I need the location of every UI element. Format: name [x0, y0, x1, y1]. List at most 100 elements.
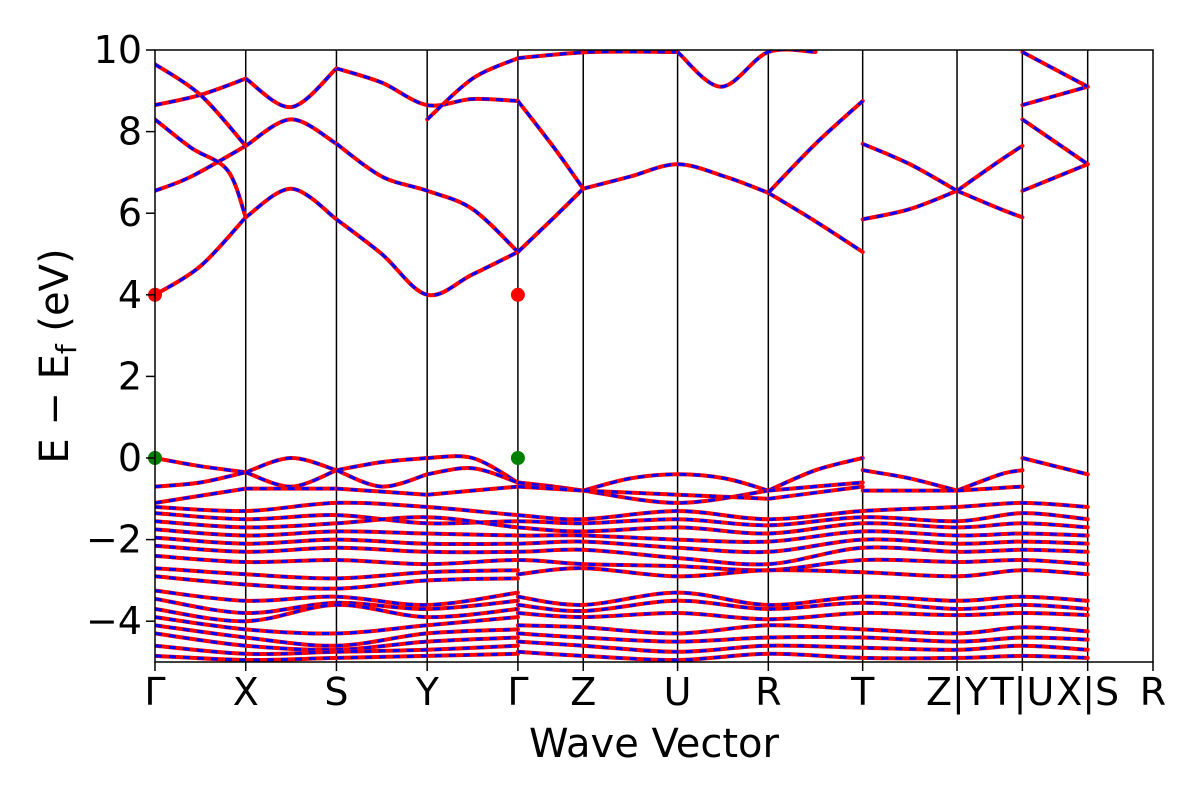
band-line-spin-down [155, 501, 1088, 521]
band-line-spin-down [155, 589, 519, 607]
band-line-spin-down [427, 454, 519, 484]
band-line-spin-up [581, 488, 771, 501]
y-tick-label: 10 [94, 28, 142, 72]
band-line-spin-down [155, 527, 1088, 544]
band-line-spin-down [336, 487, 428, 497]
band-line-spin-down [155, 511, 1088, 527]
band-line-spin-down [1021, 118, 1089, 166]
y-tick-label: 8 [118, 110, 142, 154]
x-tick-label: T [850, 670, 875, 714]
band-line-spin-down [767, 191, 864, 254]
band-line-spin-down [517, 631, 1088, 644]
band-line-spin-down [155, 566, 518, 580]
y-axis-title: E − Ef (eV) [32, 248, 83, 463]
band-line-spin-down [956, 189, 1023, 219]
band-edge-marker [510, 451, 525, 465]
band-line-spin-down [862, 189, 958, 221]
y-tick-label: 0 [118, 436, 142, 480]
band-line-spin-down [517, 650, 1088, 662]
band-line-spin-down [516, 100, 585, 190]
band-line-spin-down [244, 67, 338, 109]
y-tick-label: 2 [118, 354, 142, 398]
band-line-spin-down [336, 66, 518, 108]
band-line-spin-down [155, 515, 1088, 536]
x-tick-label: U [664, 670, 692, 714]
band-line-spin-down [155, 544, 1088, 566]
band-line-spin-down [862, 468, 958, 493]
band-line-spin-up [581, 488, 771, 505]
band-line-spin-down [767, 99, 864, 194]
band-line-spin-up [155, 62, 248, 148]
y-tick-label: −2 [86, 518, 142, 562]
band-edge-marker [510, 287, 525, 302]
band-line-spin-down [517, 640, 1088, 654]
x-tick-label: Γ [144, 670, 165, 714]
plot-frame [154, 49, 1154, 663]
band-lines [155, 50, 1090, 662]
x-tick-label: Z [570, 670, 596, 714]
band-line-spin-down [155, 574, 518, 591]
band-line-spin-up [243, 117, 339, 148]
band-line-spin-down [155, 603, 519, 623]
band-line-spin-down [517, 485, 584, 493]
band-line-spin-down [427, 485, 519, 497]
y-axis-title-main: E − E [32, 354, 78, 464]
band-line-spin-down [956, 485, 1023, 493]
x-axis-title: Wave Vector [529, 721, 780, 767]
band-line-spin-down [335, 468, 428, 489]
band-line-spin-up [243, 186, 339, 222]
band-line-spin-down [517, 591, 1088, 607]
band-line-spin-down [768, 481, 863, 493]
x-tick-label: Z|Y [926, 670, 989, 715]
band-line-spin-down [426, 56, 519, 121]
band-line-spin-down [517, 599, 1088, 613]
band-line-spin-down [155, 536, 1088, 554]
x-tick-label: Γ [507, 670, 528, 714]
band-line-spin-down [335, 142, 519, 254]
band-line-spin-down [155, 144, 247, 193]
band-line-spin-down [155, 470, 247, 489]
band-line-spin-down [582, 162, 769, 195]
y-axis-ticks: −4 −2 0 2 4 6 8 10 [86, 28, 155, 643]
band-line-spin-down [245, 456, 337, 474]
x-tick-label: Y [415, 670, 440, 714]
y-axis-title-subscript: f [50, 343, 83, 354]
band-line-spin-down [336, 456, 428, 472]
x-tick-label: S [324, 670, 348, 714]
y-tick-label: −4 [86, 599, 142, 643]
band-line-spin-up [860, 141, 959, 193]
band-line-spin-up [515, 186, 586, 254]
x-tick-label: R [1140, 670, 1166, 714]
band-line-spin-down [155, 487, 246, 505]
band-line-spin-down [155, 597, 519, 615]
band-line-spin-down [155, 554, 1088, 572]
x-tick-label: R [755, 670, 781, 714]
band-line-spin-down [1021, 50, 1089, 89]
band-line-spin-down [956, 144, 1024, 193]
band-line-spin-down [768, 485, 863, 501]
y-tick-label: 4 [118, 273, 142, 317]
band-line-spin-down [767, 456, 864, 492]
band-line-spin-down [1021, 85, 1089, 107]
band-line-spin-down [155, 615, 519, 636]
band-line-spin-down [676, 50, 816, 89]
band-line-spin-down [155, 456, 246, 474]
band-line-spin-down [155, 118, 248, 218]
x-tick-label: T|U [989, 670, 1054, 715]
band-line-spin-down [1021, 162, 1089, 193]
band-line-spin-down [155, 623, 518, 648]
band-line-spin-down [1022, 456, 1089, 476]
band-line-spin-down [335, 218, 519, 297]
band-line-spin-down [582, 472, 769, 493]
band-line-spin-down [517, 566, 1088, 578]
x-axis-ticks: Γ X S Y Γ Z U R T Z|Y T|U X|S R [144, 662, 1166, 715]
x-tick-label: X|S [1056, 670, 1119, 715]
band-line-spin-up [155, 215, 248, 297]
y-axis-title-unit: (eV) [32, 248, 78, 344]
band-line-spin-down [155, 652, 518, 662]
y-tick-label: 6 [118, 191, 142, 235]
band-line-spin-down [517, 611, 1088, 621]
band-line-spin-down [956, 468, 1023, 493]
